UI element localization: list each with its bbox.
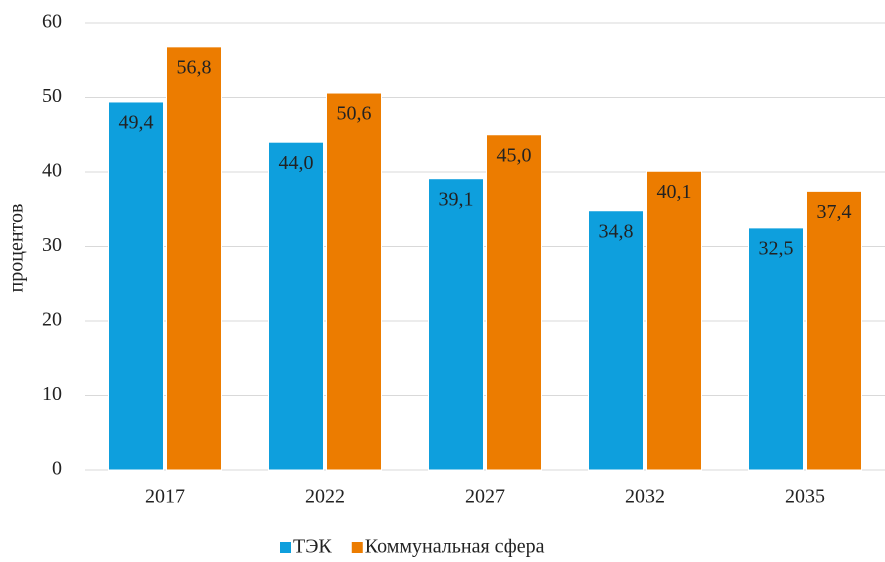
x-tick-label: 2017 xyxy=(145,486,185,508)
legend-swatch xyxy=(280,542,291,553)
bar xyxy=(748,227,804,471)
y-tick-label: 50 xyxy=(42,85,62,107)
data-label: 32,5 xyxy=(759,237,794,259)
data-label: 39,1 xyxy=(439,188,474,210)
legend-swatch xyxy=(351,542,363,553)
x-tick-label: 2035 xyxy=(785,486,825,508)
bar xyxy=(806,190,862,471)
y-axis-label: процентов xyxy=(6,204,28,293)
bar xyxy=(646,170,702,471)
data-label: 37,4 xyxy=(817,201,852,223)
y-tick-label: 30 xyxy=(42,234,62,256)
legend-label: Коммунальная сфера xyxy=(365,536,545,558)
data-label: 44,0 xyxy=(279,152,314,174)
x-tick-label: 2022 xyxy=(305,486,345,508)
y-tick-label: 10 xyxy=(42,383,62,405)
data-label: 45,0 xyxy=(497,144,532,166)
bar xyxy=(428,178,484,471)
data-label: 49,4 xyxy=(119,112,154,134)
y-tick-label: 20 xyxy=(42,309,62,331)
y-tick-label: 60 xyxy=(42,11,62,33)
data-label: 34,8 xyxy=(599,220,634,242)
data-label: 50,6 xyxy=(337,103,372,125)
bar xyxy=(326,92,382,471)
bar xyxy=(166,46,222,471)
x-tick-label: 2032 xyxy=(625,486,665,508)
data-label: 56,8 xyxy=(177,56,212,78)
y-tick-label: 0 xyxy=(52,458,62,480)
legend-label: ТЭК xyxy=(293,536,332,558)
bar xyxy=(108,101,164,471)
bar xyxy=(268,141,324,471)
data-label: 40,1 xyxy=(657,181,692,203)
x-tick-label: 2027 xyxy=(465,486,505,508)
y-tick-label: 40 xyxy=(42,160,62,182)
bar xyxy=(588,210,644,471)
bar xyxy=(486,134,542,471)
